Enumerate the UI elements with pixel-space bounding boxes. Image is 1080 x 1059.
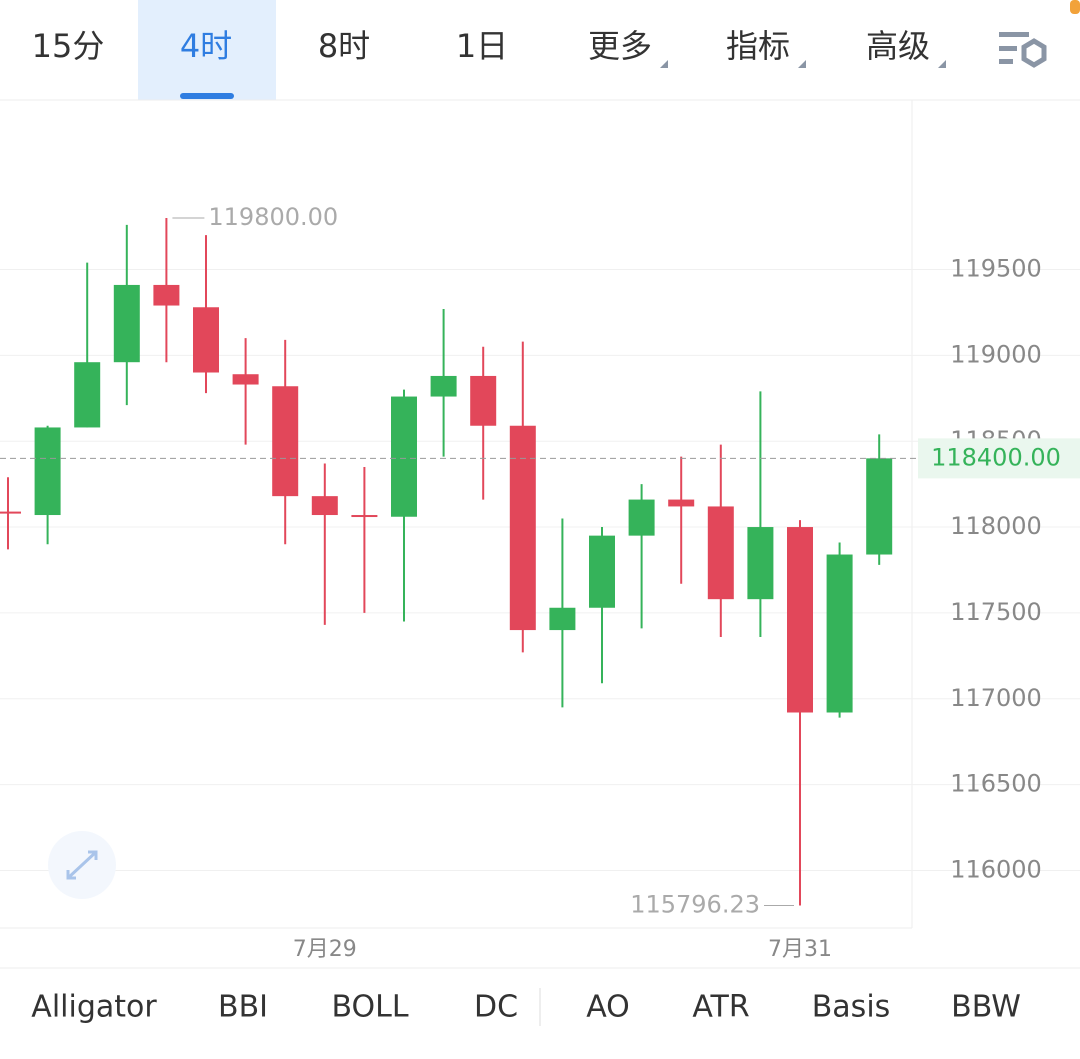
icon-bar — [999, 46, 1017, 51]
candle-body — [628, 499, 655, 536]
candle-body — [430, 375, 457, 397]
tab-caret — [660, 60, 668, 68]
tab-caret — [798, 60, 806, 68]
candle-body — [34, 427, 61, 516]
candle-body — [826, 554, 853, 713]
x-tick-label: 7月31 — [768, 937, 832, 962]
y-tick-label: 119000 — [950, 340, 1042, 368]
corner-badge — [1070, 0, 1080, 14]
candle-body — [668, 499, 695, 507]
expand-icon — [66, 850, 98, 880]
low-label: 115796.23 — [630, 890, 760, 918]
candle-body — [509, 425, 536, 631]
candle-body — [391, 396, 417, 517]
indicator-tab[interactable]: BBI — [218, 990, 268, 1025]
y-tick-label: 118000 — [950, 512, 1042, 540]
high-label: 119800.00 — [208, 203, 338, 231]
candle-body — [113, 284, 140, 363]
indicator-tab[interactable]: DC — [474, 990, 518, 1025]
indicator-tab[interactable]: ATR — [692, 990, 749, 1025]
indicator-tab[interactable]: BBW — [951, 990, 1021, 1025]
y-tick-label: 116000 — [950, 855, 1042, 883]
indicator-tab[interactable]: Basis — [812, 990, 891, 1025]
candle-body — [470, 375, 497, 426]
y-tick-label: 117000 — [950, 684, 1042, 712]
candle-body — [272, 386, 299, 497]
candle-body — [589, 535, 615, 608]
settings-icon[interactable] — [999, 32, 1047, 68]
last-price-label: 118400.00 — [931, 443, 1061, 471]
tab[interactable]: 更多 — [588, 27, 652, 65]
candle-body — [549, 607, 576, 631]
indicator-bar: Alligator BBI BOLL DC AO ATR Basis BBW — [31, 990, 1021, 1025]
candle-body — [193, 307, 219, 373]
tab[interactable]: 1日 — [456, 27, 508, 65]
candle-body — [866, 458, 893, 555]
x-tick-label: 7月29 — [293, 937, 357, 962]
tab[interactable]: 15分 — [32, 27, 105, 65]
candle-body — [311, 496, 338, 516]
y-tick-label: 119500 — [950, 254, 1042, 282]
last-price-bg — [918, 438, 1080, 479]
expand-button[interactable] — [48, 831, 116, 899]
tab-caret — [938, 60, 946, 68]
candle-body — [0, 511, 21, 514]
candle-body — [232, 374, 259, 385]
active-tab-indicator — [180, 93, 234, 99]
tab[interactable]: 高级 — [866, 27, 930, 65]
indicator-tab[interactable]: Alligator — [31, 990, 157, 1025]
tab[interactable]: 指标 — [726, 27, 790, 65]
candle-body — [747, 527, 774, 600]
candle-body — [787, 527, 813, 713]
indicator-tab[interactable]: AO — [586, 990, 630, 1025]
y-tick-label: 117500 — [950, 598, 1042, 626]
indicator-tab[interactable]: BOLL — [331, 990, 408, 1025]
toolbar: 15分 4时 8时 1日 更多 指标 高级 — [32, 27, 946, 68]
icon-bar — [999, 32, 1029, 37]
icon-bar — [999, 59, 1013, 64]
plot: 1160001165001170001175001180001185001190… — [0, 203, 1080, 962]
tab[interactable]: 8时 — [318, 27, 370, 65]
candle-body — [74, 362, 101, 428]
candle-body — [351, 515, 378, 518]
tab[interactable]: 4时 — [180, 27, 232, 65]
candle-body — [707, 506, 734, 600]
active-tab-bg — [138, 0, 276, 100]
y-tick-label: 116500 — [950, 770, 1042, 798]
candle-body — [153, 284, 180, 306]
icon-hex — [1021, 38, 1047, 68]
